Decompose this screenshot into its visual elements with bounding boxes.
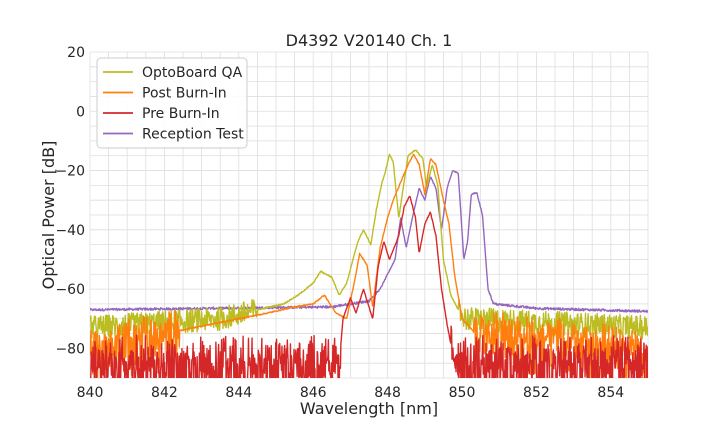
legend-label: OptoBoard QA [142,65,243,81]
x-tick-label: 840 [77,385,104,401]
legend-label: Reception Test [142,127,244,143]
x-tick-label: 842 [151,385,178,401]
x-tick-label: 854 [597,385,624,401]
y-tick-label: 0 [76,104,85,120]
series-line [90,170,648,313]
x-tick-label: 844 [225,385,252,401]
y-tick-label: −80 [55,341,85,357]
series-line [90,195,648,378]
y-axis-title: Optical Power [dB] [39,141,58,290]
legend-box [96,57,248,149]
x-axis-title: Wavelength [nm] [300,399,438,418]
x-tick-label: 850 [449,385,476,401]
series-line [90,153,648,378]
legend-label: Post Burn-In [142,86,227,102]
y-tick-label: −60 [55,282,85,298]
y-tick-label: −40 [55,223,85,239]
legend: OptoBoard QA Post Burn-In Pre Burn-In Recep… [96,57,248,149]
x-tick-label: 848 [374,385,401,401]
tick-labels: 840 842 844 846 848 850 852 854 20 0 −20 −40 −60 −80 [55,45,624,401]
legend-label: Pre Burn-In [142,106,220,122]
y-tick-label: −20 [55,164,85,180]
chart-title: D4392 V20140 Ch. 1 [286,31,453,50]
series-group [90,149,648,378]
y-tick-label: 20 [67,45,85,61]
x-tick-label: 852 [523,385,550,401]
x-tick-label: 846 [300,385,327,401]
